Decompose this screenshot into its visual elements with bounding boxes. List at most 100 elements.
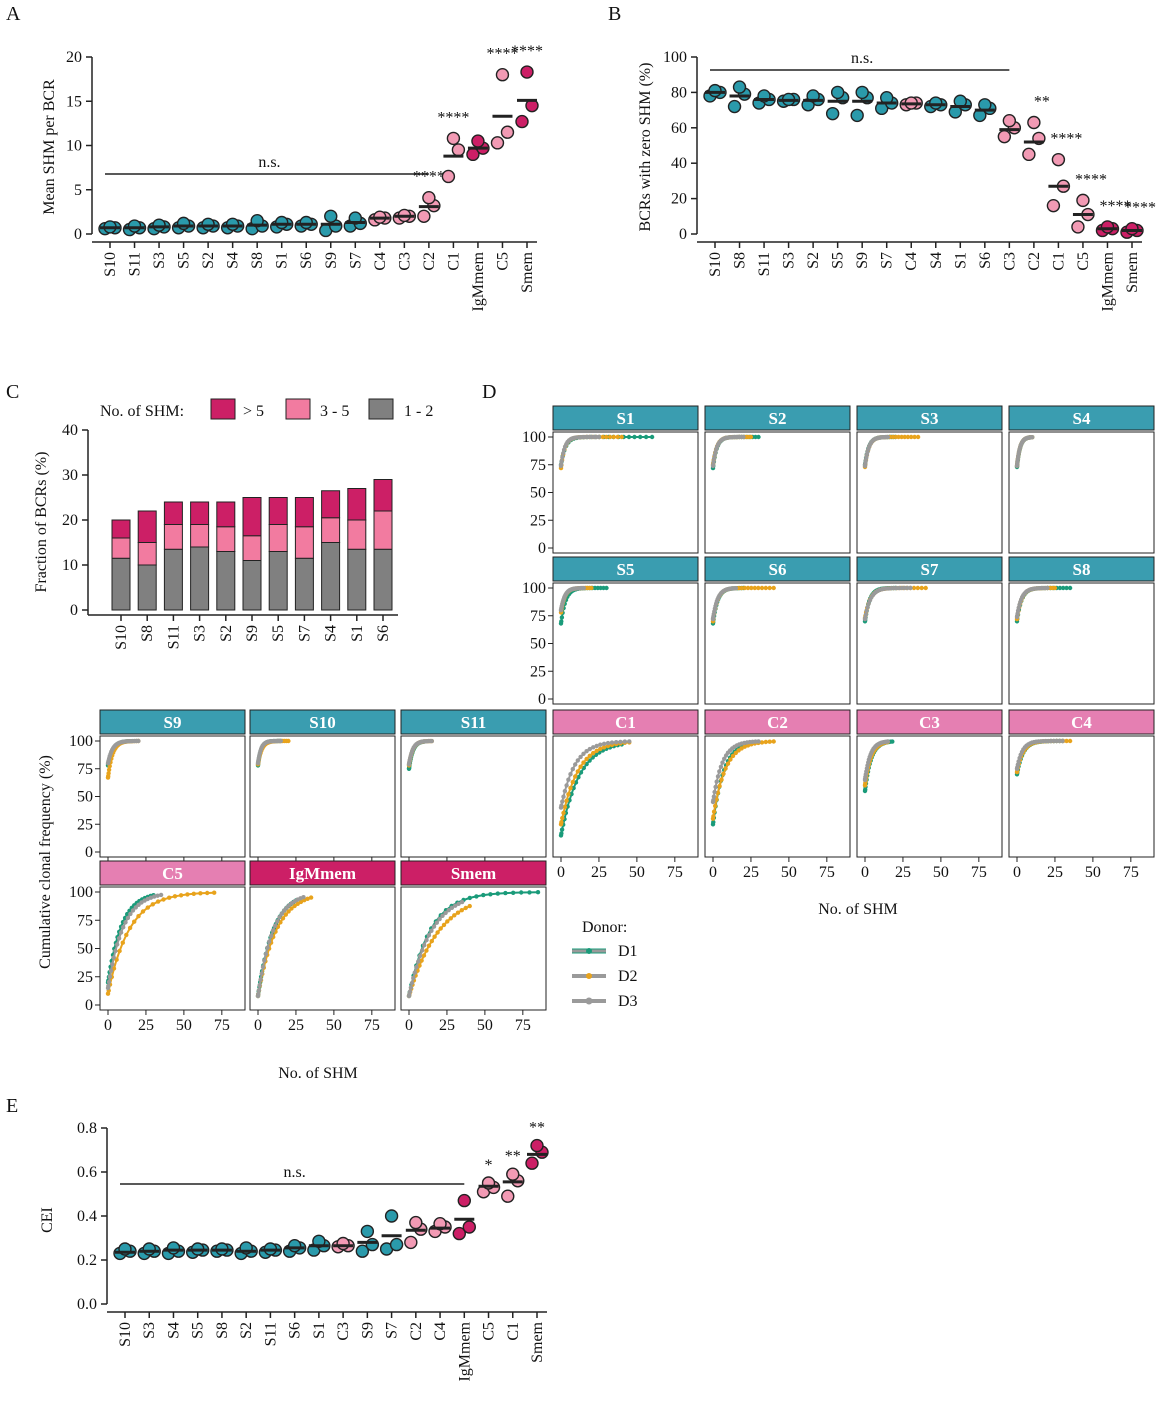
y-tick-label: 75 <box>530 457 546 474</box>
cumulative-point <box>733 586 738 591</box>
data-point <box>997 129 1012 144</box>
cumulative-point <box>756 585 761 591</box>
facet-strip-label: C5 <box>162 864 183 883</box>
cumulative-point <box>711 456 717 461</box>
data-point <box>441 169 456 184</box>
bar-segment <box>347 548 367 611</box>
cumulative-point <box>711 809 717 814</box>
data-point <box>1100 220 1115 234</box>
x-tick-label: 50 <box>326 1017 342 1034</box>
cumulative-point <box>441 922 447 928</box>
cumulative-point <box>422 943 427 948</box>
cumulative-point <box>561 451 566 456</box>
x-tick-label: C3 <box>396 252 413 271</box>
cumulative-point <box>560 799 565 804</box>
x-tick-label: C5 <box>1075 252 1092 271</box>
cumulative-point <box>890 739 895 744</box>
cumulative-point <box>622 739 627 744</box>
cumulative-point <box>453 903 458 908</box>
bar-segment <box>216 501 236 528</box>
cumulative-point <box>589 585 594 591</box>
bar-segment <box>137 510 157 543</box>
cumulative-point <box>600 434 605 440</box>
x-tick-label: S4 <box>225 252 242 269</box>
x-tick-label: S7 <box>879 252 896 269</box>
panel-c-stacked-bars: 0 10 20 30 40 S10 S8 S11 S3 S2 S9 S5 S7 S4 S1 S6 <box>62 422 398 650</box>
cumulative-point <box>1057 585 1063 591</box>
bar-segment <box>111 519 131 539</box>
x-tick-label: S3 <box>151 252 168 269</box>
cumulative-point <box>581 585 586 591</box>
cumulative-point <box>767 739 772 744</box>
significance-stars: ** <box>529 1120 545 1137</box>
donor-d2-label: D2 <box>618 968 638 985</box>
x-tick-label: C1 <box>445 252 462 271</box>
bar-segment <box>242 497 262 537</box>
cumulative-point <box>407 989 413 994</box>
bar-segment <box>242 535 262 561</box>
cumulative-point <box>411 975 416 981</box>
cumulative-point <box>429 738 434 744</box>
y-tick-label: 10 <box>66 138 82 155</box>
data-point <box>506 1167 520 1181</box>
cumulative-point <box>416 959 421 964</box>
data-point <box>525 1156 539 1170</box>
bar-segment <box>268 551 288 611</box>
donor-d3-label: D3 <box>618 993 638 1010</box>
data-point <box>452 1226 466 1241</box>
bar-segment <box>137 542 157 566</box>
x-tick-label: S5 <box>270 625 287 642</box>
cumulative-point <box>562 788 568 794</box>
facet-strip-label: C4 <box>1071 713 1092 732</box>
y-tick-label: 0.0 <box>77 1296 97 1313</box>
cumulative-point <box>125 915 131 921</box>
x-tick-label: S7 <box>347 252 364 269</box>
cumulative-point <box>467 903 472 909</box>
cumulative-point <box>474 894 479 899</box>
facet-panel <box>856 735 1003 858</box>
data-point <box>336 1236 350 1251</box>
data-point <box>1071 220 1085 234</box>
cumulative-point <box>106 767 112 772</box>
cumulative-point <box>560 455 565 460</box>
cumulative-point <box>609 740 615 745</box>
cumulative-point <box>429 928 434 933</box>
cumulative-point <box>459 908 464 913</box>
data-point <box>825 106 840 121</box>
data-point <box>1002 114 1017 128</box>
cumulative-point <box>133 905 138 910</box>
x-tick-label: 0 <box>709 864 717 881</box>
cumulative-point <box>712 789 717 795</box>
cumulative-point <box>767 585 772 591</box>
facet-strip-label: S3 <box>921 409 939 428</box>
cumulative-point <box>756 739 761 744</box>
cumulative-point <box>559 619 564 624</box>
data-point <box>275 215 289 230</box>
cumulative-point <box>115 942 120 947</box>
cumulative-point <box>437 916 442 922</box>
cumulative-point <box>1064 585 1069 591</box>
y-tick-label: 5 <box>74 182 82 199</box>
cumulative-point <box>124 932 129 938</box>
x-tick-label: 25 <box>895 864 911 881</box>
facet-panel <box>552 582 699 705</box>
cumulative-point <box>1067 738 1073 744</box>
facet-strip <box>99 709 246 735</box>
cumulative-point <box>915 434 921 440</box>
cumulative-point <box>722 756 727 761</box>
y-tick-label: 40 <box>62 422 78 439</box>
cumulative-point <box>108 968 114 973</box>
bar-segment <box>190 524 210 548</box>
data-point <box>500 125 515 139</box>
significance-stars: **** <box>1124 200 1156 217</box>
y-tick-label: 0.2 <box>77 1252 97 1269</box>
cumulative-point <box>295 901 300 906</box>
cumulative-point <box>1067 585 1073 591</box>
data-point <box>389 1237 404 1252</box>
cumulative-point <box>445 919 450 924</box>
x-tick-label: S6 <box>298 252 315 269</box>
cumulative-point <box>632 434 637 440</box>
cumulative-point <box>150 902 155 907</box>
cumulative-point <box>432 934 437 939</box>
y-tick-label: 60 <box>671 120 687 137</box>
